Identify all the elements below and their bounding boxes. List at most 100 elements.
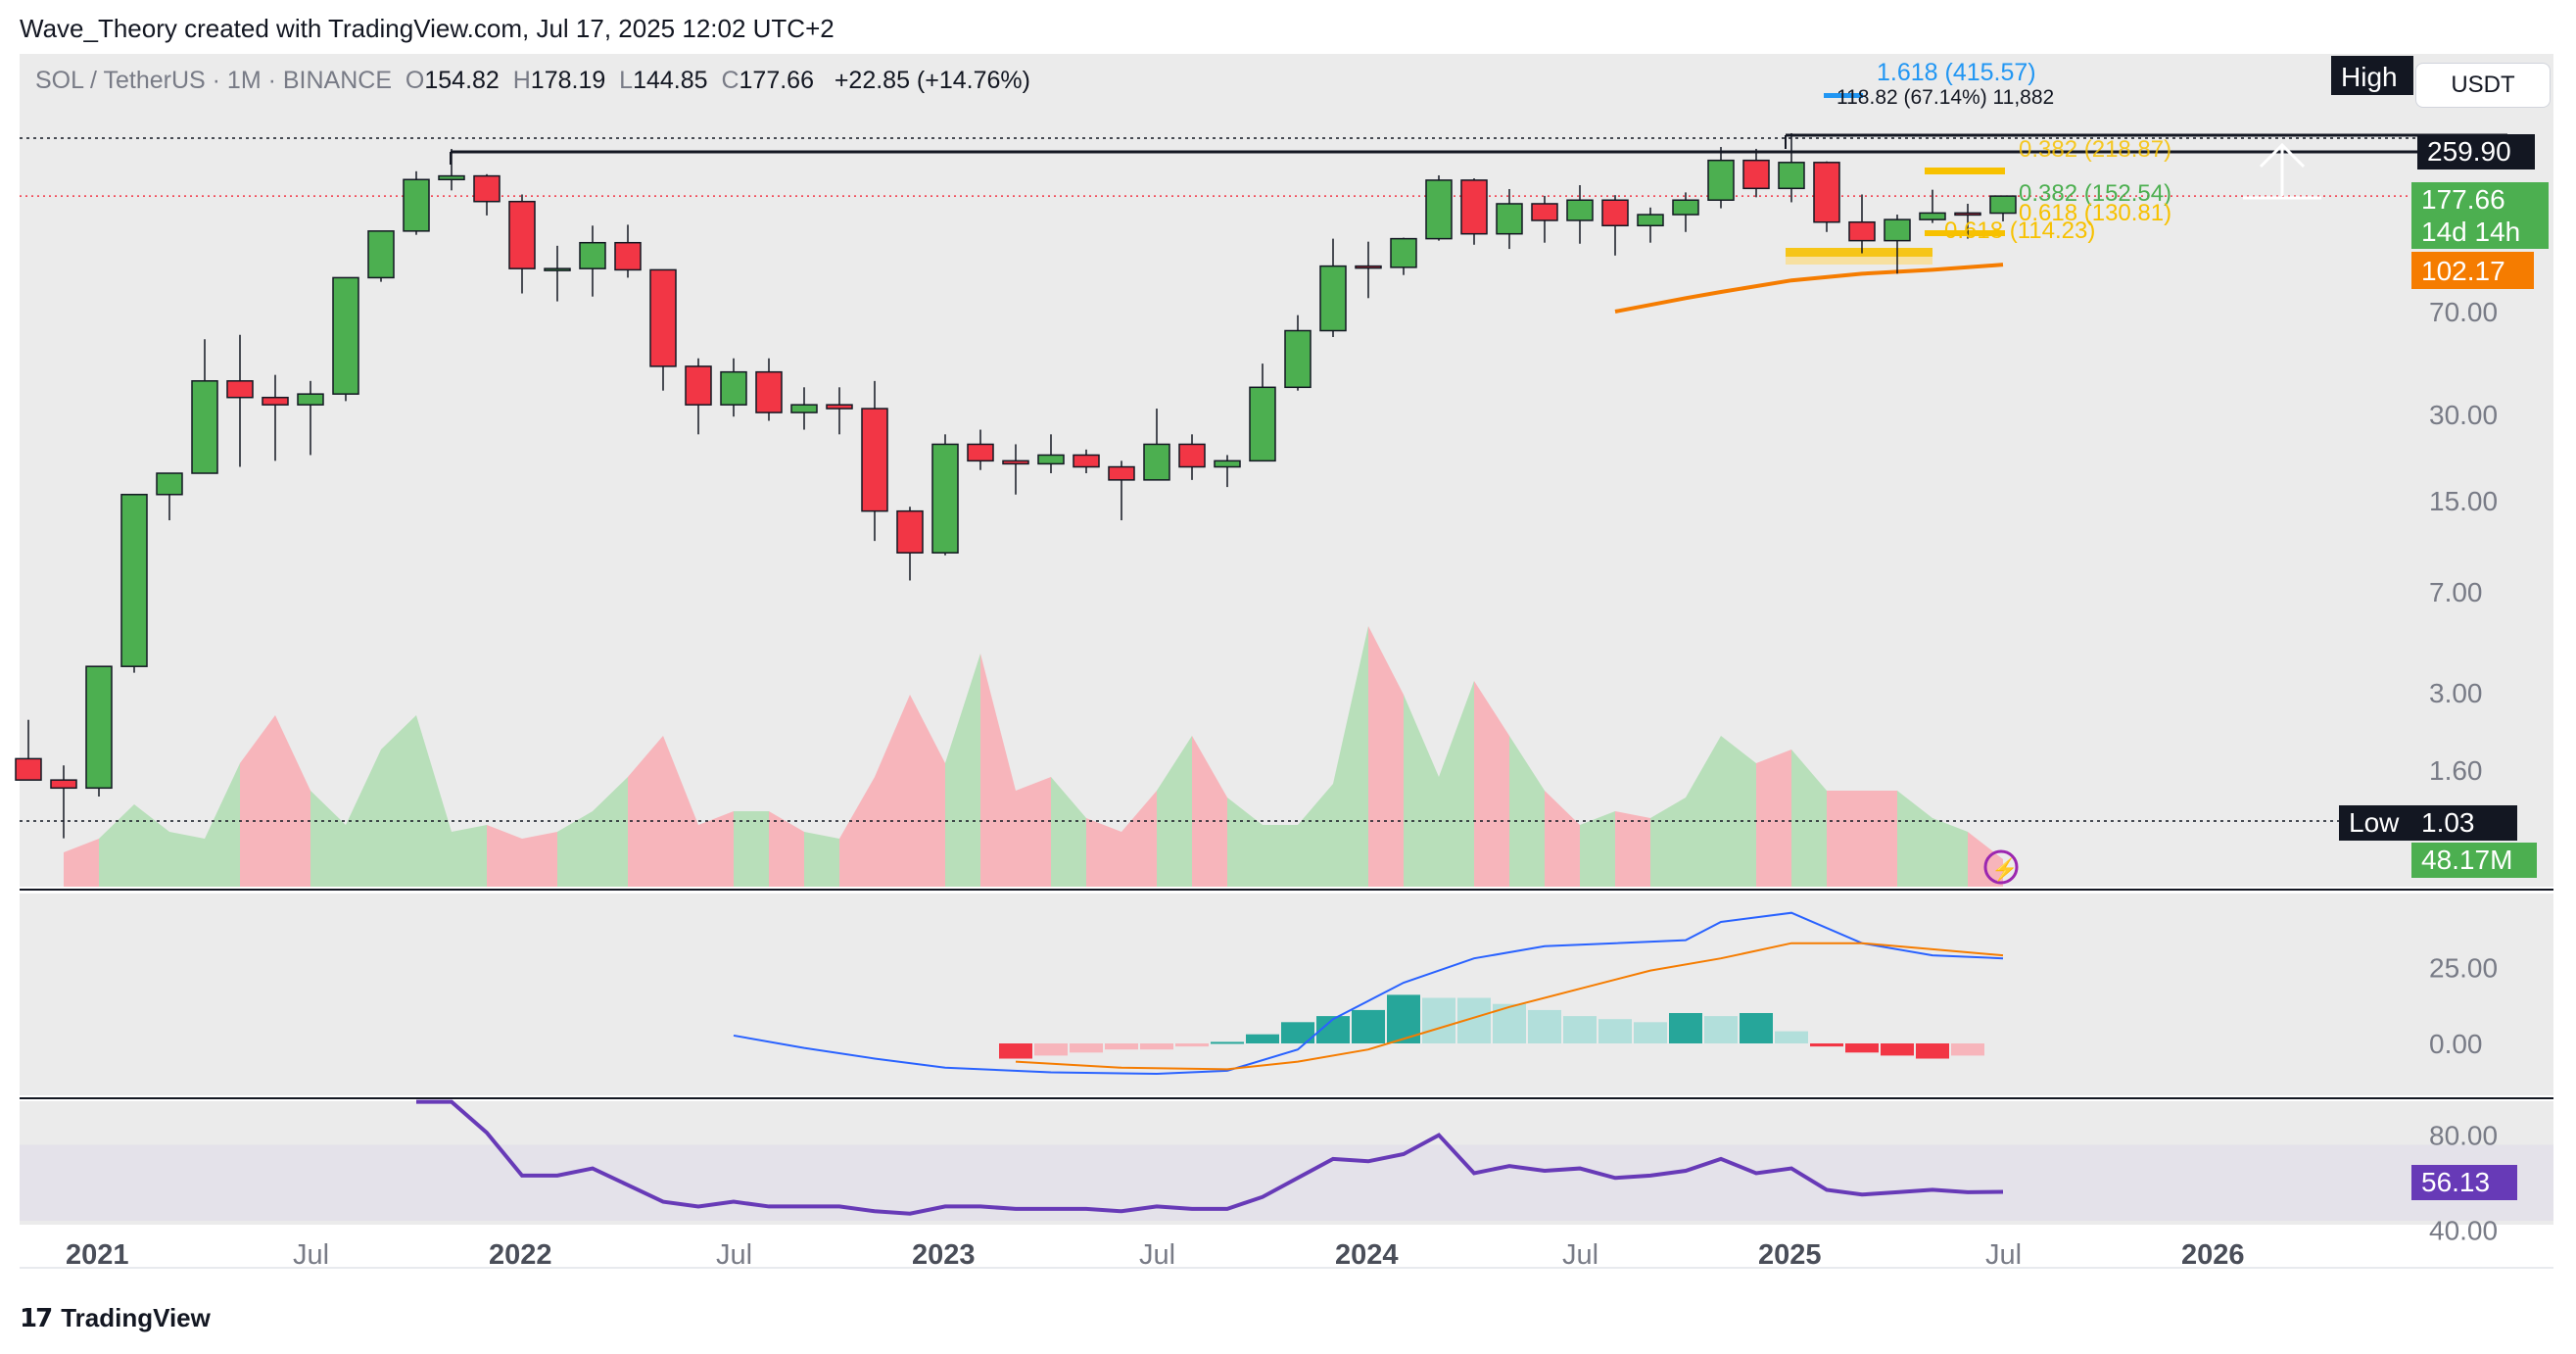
candle-body — [15, 757, 42, 781]
macd-histogram-bar — [1281, 1022, 1314, 1043]
candle-body — [191, 380, 218, 474]
open-label: O — [405, 67, 425, 94]
macd-histogram-bar — [1422, 997, 1455, 1043]
macd-histogram-bar — [1916, 1043, 1949, 1059]
candle-body — [1390, 237, 1417, 268]
candle-body — [755, 370, 783, 413]
currency-button[interactable]: USDT — [2415, 63, 2551, 108]
candle-body — [156, 472, 183, 496]
candle-body — [403, 178, 430, 232]
rsi-tick-label: 80.00 — [2429, 1121, 2498, 1151]
candle-body — [262, 396, 289, 406]
candle-body — [1496, 203, 1523, 235]
high-tag-label: High — [2341, 62, 2398, 92]
candle-body — [1742, 159, 1770, 190]
time-tick-label: Jul — [1562, 1239, 1598, 1271]
volume-area — [416, 715, 452, 887]
volume-area — [663, 736, 698, 887]
tradingview-logo-icon: 17 — [20, 1303, 53, 1333]
candle-body — [120, 494, 148, 667]
rsi-tick-label: 40.00 — [2429, 1216, 2498, 1246]
candle-body — [826, 404, 853, 410]
macd-histogram-bar — [1704, 1016, 1738, 1043]
symbol-name: SOL / TetherUS · 1M · BINANCE — [35, 67, 392, 94]
candle-body — [1919, 212, 1946, 220]
time-tick-label: Jul — [716, 1239, 752, 1271]
price-tick-label: 30.00 — [2429, 400, 2498, 430]
chart-attribution: Wave_Theory created with TradingView.com… — [20, 14, 835, 43]
volume-area — [169, 832, 205, 887]
macd-histogram-bar — [1775, 1031, 1808, 1043]
low-tag-label-bg — [2339, 805, 2413, 841]
candle-body — [1214, 459, 1241, 468]
candle-body — [1178, 443, 1206, 468]
candle-body — [1637, 214, 1664, 227]
candle-body — [1108, 465, 1135, 481]
volume-area — [1157, 736, 1192, 887]
volume-area — [1509, 736, 1545, 887]
volume-area — [557, 811, 593, 887]
fib-label: 0.382 (152.54) — [2019, 180, 2171, 207]
volume-area — [346, 750, 381, 887]
candle-body — [1566, 199, 1594, 221]
volume-area — [99, 804, 134, 887]
change-value: +22.85 (+14.76%) — [834, 67, 1030, 94]
signal-line — [1015, 942, 2004, 1071]
footer-brand-text: TradingView — [61, 1303, 211, 1332]
fib-top-label: 1.618 (415.57) — [1877, 59, 2036, 86]
volume-area — [1615, 811, 1650, 887]
close-value: 177.66 — [739, 67, 814, 94]
macd-histogram-bar — [1034, 1043, 1068, 1056]
candle-body — [1601, 199, 1629, 227]
macd-histogram-bar — [1140, 1043, 1173, 1050]
time-tick-label: 2024 — [1335, 1239, 1399, 1271]
rsi-tag-bg — [2411, 1165, 2517, 1200]
price-tick-label: 3.00 — [2429, 678, 2483, 708]
fib-label: 0.382 (218.87) — [2019, 136, 2171, 163]
fib-zone-mid — [1925, 230, 2005, 236]
candle-body — [85, 665, 113, 790]
candle-body — [1002, 459, 1029, 465]
rsi-tag: 56.13 — [2421, 1167, 2490, 1197]
candle-body — [508, 200, 536, 269]
rsi-line — [416, 1099, 2004, 1216]
volume-area — [1580, 811, 1615, 887]
low-tag-value-bg — [2411, 805, 2517, 841]
fib-zone-upper — [1925, 168, 2005, 174]
candle-body — [1037, 454, 1065, 465]
volume-area — [875, 695, 910, 887]
volume-area — [1192, 736, 1227, 887]
volume-area — [1298, 784, 1333, 887]
ema-line — [1614, 263, 2004, 314]
macd-histogram-bar — [1951, 1043, 1984, 1056]
volume-area — [205, 763, 240, 887]
time-tick-label: 2025 — [1758, 1239, 1822, 1271]
symbol-ohlc-legend: SOL / TetherUS · 1M · BINANCE O154.82 H1… — [35, 67, 1030, 95]
macd-pane-background — [20, 894, 2553, 1095]
volume-area — [1263, 825, 1298, 887]
macd-histogram-bar — [1881, 1043, 1914, 1056]
volume-area — [134, 804, 169, 887]
time-tick-label: Jul — [1985, 1239, 2022, 1271]
high-value: 178.19 — [530, 67, 606, 94]
measure-label: 118.82 (67.14%) 11,882 — [1837, 86, 2054, 109]
candle-body — [1355, 265, 1382, 269]
volume-area — [769, 811, 804, 887]
macd-histogram-bar — [1740, 1013, 1773, 1043]
volume-area — [64, 839, 99, 887]
volume-area — [1721, 736, 1756, 887]
candle-body — [861, 408, 888, 512]
candle-body — [790, 404, 818, 413]
candle-body — [1425, 179, 1453, 240]
candle-body — [1672, 199, 1699, 216]
candle-body — [438, 174, 465, 181]
candle-body — [226, 380, 254, 399]
volume-area — [240, 715, 275, 887]
time-tick-label: 2023 — [912, 1239, 976, 1271]
high-tag-value: 259.90 — [2427, 136, 2511, 167]
candle-body — [1460, 179, 1488, 235]
measure-arrow-head — [2259, 142, 2306, 169]
volume-area — [1650, 798, 1686, 887]
candle-body — [579, 241, 606, 269]
